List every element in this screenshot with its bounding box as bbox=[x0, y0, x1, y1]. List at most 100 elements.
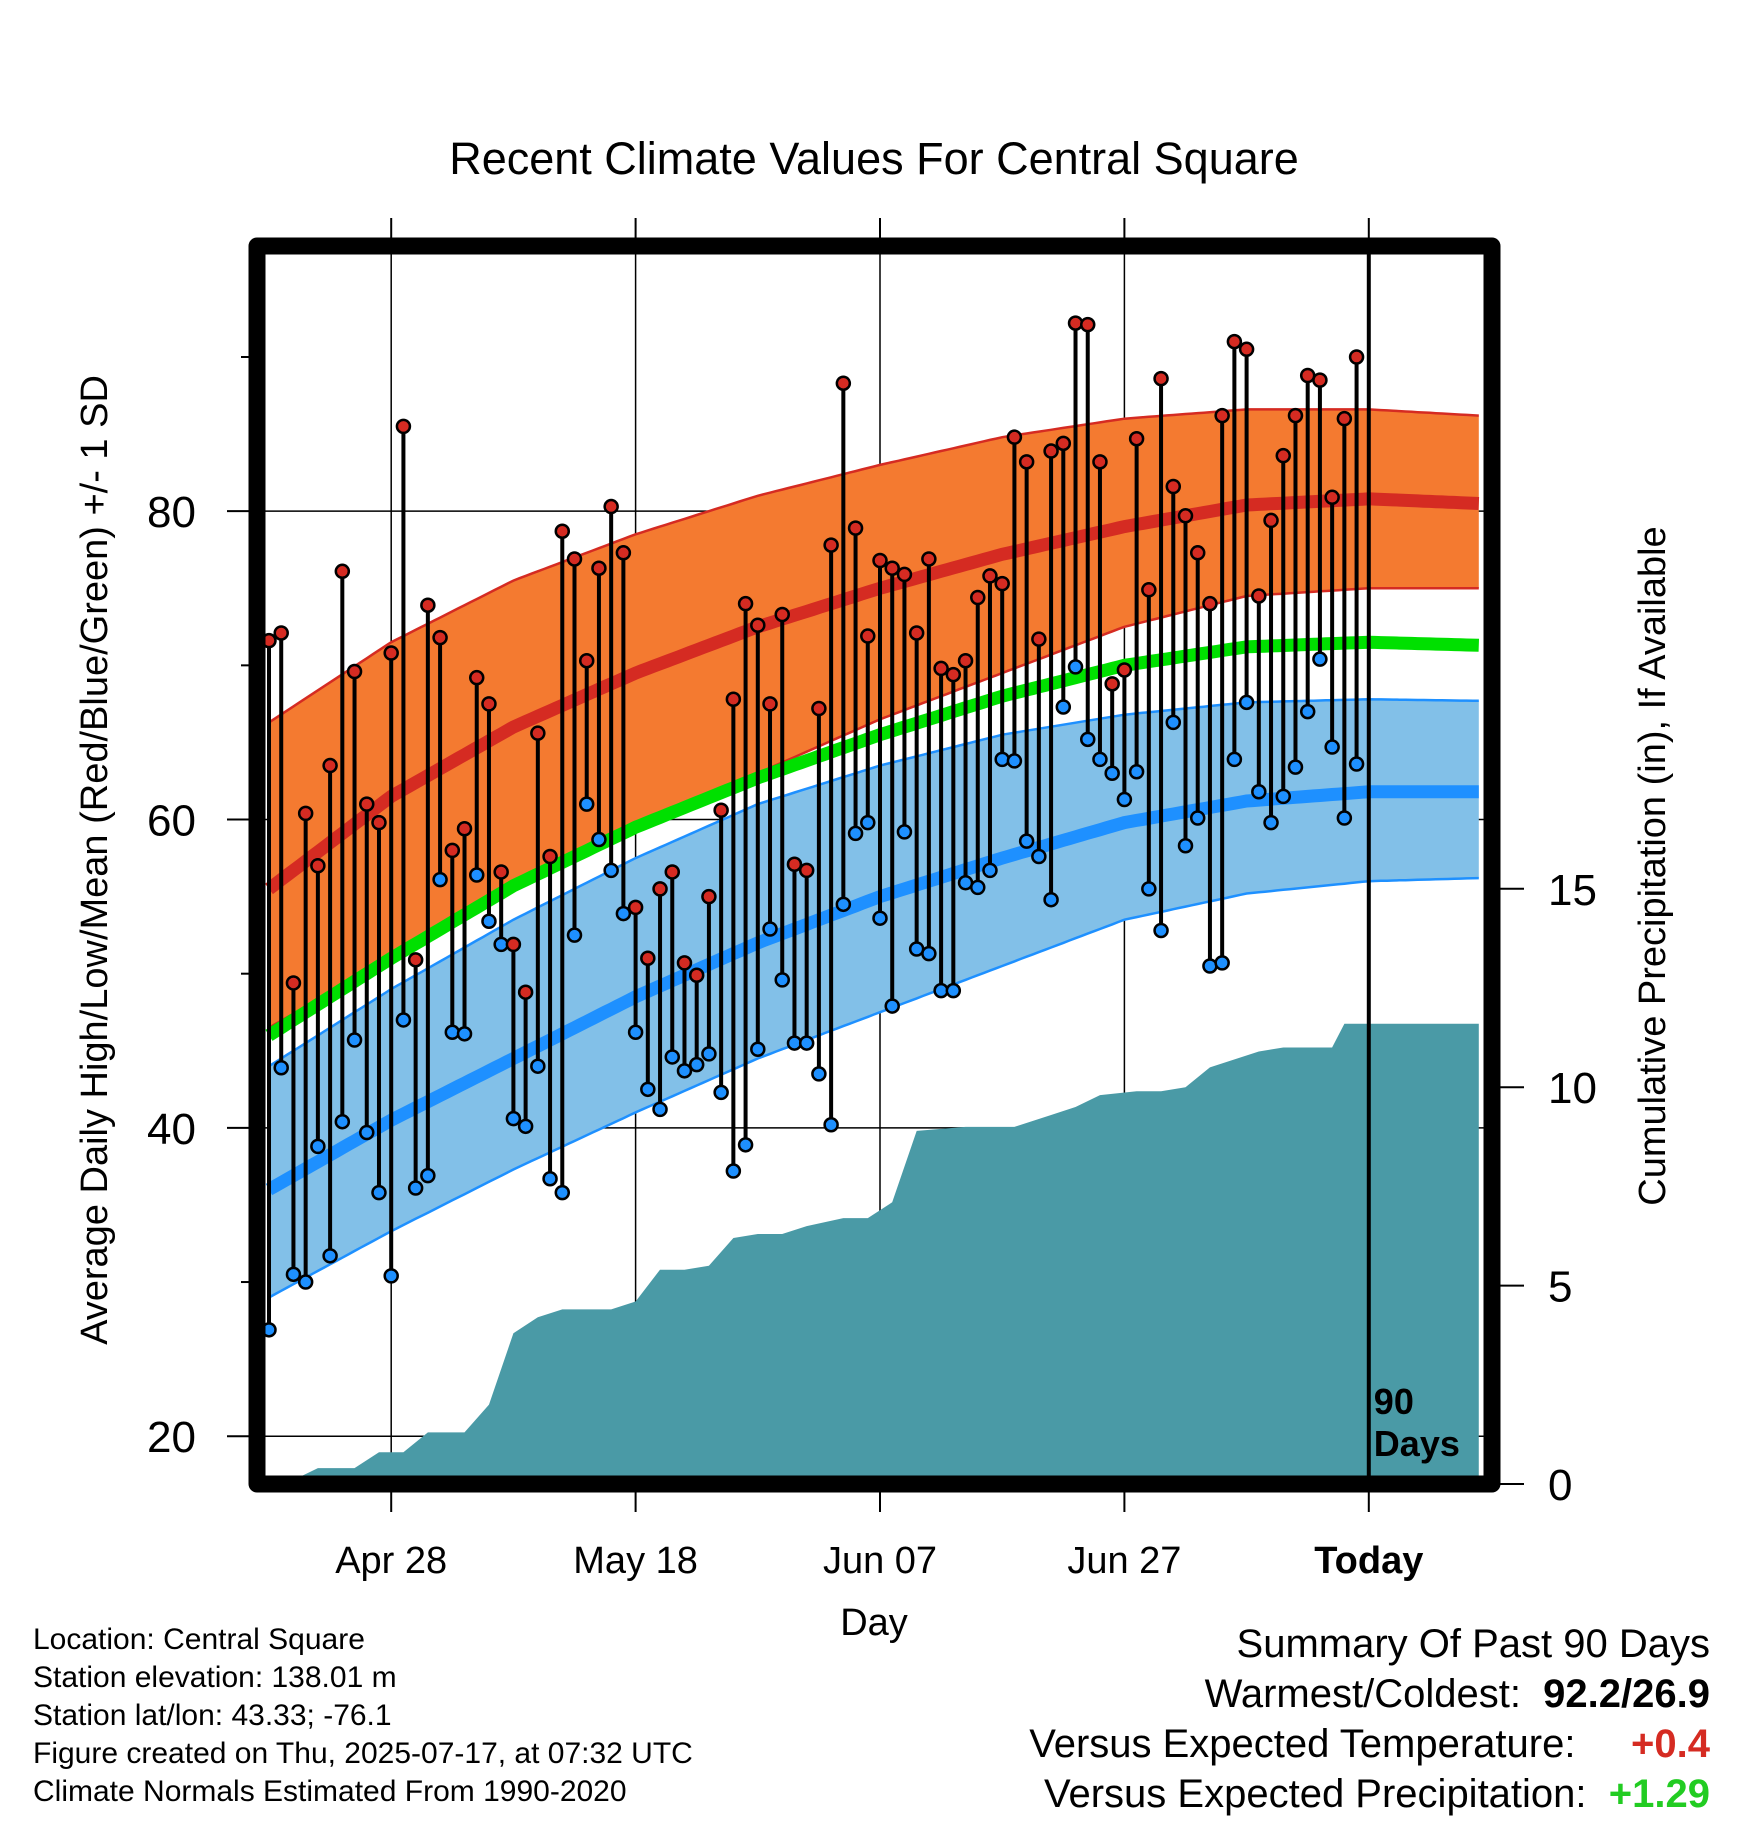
daily-low-point bbox=[1312, 651, 1328, 667]
daily-high-point bbox=[578, 652, 595, 669]
daily-observations bbox=[261, 315, 1365, 1338]
daily-high-point bbox=[1202, 595, 1218, 612]
daily-high-point bbox=[1189, 545, 1206, 561]
today-marker-label: Days bbox=[1374, 1423, 1460, 1464]
daily-high-point bbox=[566, 551, 583, 567]
warmest-coldest-value: 92.2/26.9 bbox=[1543, 1672, 1710, 1716]
daily-high-point bbox=[1275, 447, 1292, 464]
created-line: Figure created on Thu, 2025-07-17, at 07… bbox=[33, 1737, 693, 1770]
y-tick-label: 20 bbox=[147, 1413, 196, 1462]
daily-low-point bbox=[994, 751, 1010, 768]
daily-high-point bbox=[493, 864, 509, 880]
daily-low-point bbox=[1104, 765, 1120, 782]
daily-high-point bbox=[1128, 430, 1145, 447]
daily-high-point bbox=[1092, 454, 1108, 470]
y-axis-label: Average Daily High/Low/Mean (Red/Blue/Gr… bbox=[74, 375, 116, 1345]
daily-low-point bbox=[310, 1138, 326, 1155]
daily-low-point bbox=[860, 814, 876, 831]
daily-low-point bbox=[627, 1024, 644, 1041]
daily-low-point bbox=[1116, 791, 1133, 808]
y-tick-label: 80 bbox=[147, 488, 196, 537]
daily-high-point bbox=[1287, 407, 1304, 424]
y2-axis-label: Cumulative Precipitation (in), If Availa… bbox=[1632, 526, 1674, 1205]
daily-high-point bbox=[371, 814, 387, 831]
latlon-line: Station lat/lon: 43.33; -76.1 bbox=[33, 1699, 392, 1732]
daily-high-point bbox=[933, 660, 949, 677]
daily-high-point bbox=[407, 952, 424, 968]
daily-high-point bbox=[750, 617, 766, 634]
daily-high-point bbox=[395, 418, 412, 435]
daily-high-point bbox=[383, 645, 399, 661]
daily-high-point bbox=[420, 597, 436, 613]
daily-low-point bbox=[823, 1117, 839, 1133]
daily-low-point bbox=[1299, 703, 1316, 720]
daily-low-point bbox=[1189, 810, 1206, 826]
today-marker-label: 90 bbox=[1374, 1381, 1414, 1422]
normal-low-lower-edge bbox=[268, 876, 1479, 1299]
daily-low-point bbox=[872, 910, 888, 926]
daily-low-point bbox=[1202, 958, 1218, 974]
daily-low-point bbox=[456, 1026, 473, 1042]
summary-warmest-coldest: Warmest/Coldest: 92.2/26.9 bbox=[1205, 1672, 1710, 1717]
daily-low-point bbox=[713, 1084, 729, 1101]
location-line: Location: Central Square bbox=[33, 1623, 365, 1656]
daily-high-point bbox=[322, 757, 338, 774]
daily-low-point bbox=[945, 982, 962, 999]
daily-low-point bbox=[1226, 751, 1243, 768]
daily-low-point bbox=[603, 862, 619, 879]
x-tick-label: Jun 07 bbox=[823, 1540, 937, 1582]
daily-low-point bbox=[701, 1046, 717, 1062]
daily-low-point bbox=[676, 1063, 693, 1079]
daily-high-point bbox=[456, 821, 473, 837]
daily-low-point bbox=[1055, 699, 1072, 715]
daily-high-point bbox=[505, 936, 522, 953]
daily-low-point bbox=[273, 1059, 289, 1076]
daily-low-point bbox=[1092, 751, 1108, 768]
daily-high-point bbox=[1226, 333, 1243, 350]
daily-low-point bbox=[1141, 881, 1157, 897]
precip-value: +1.29 bbox=[1608, 1772, 1710, 1816]
daily-low-point bbox=[774, 972, 790, 988]
daily-high-point bbox=[1251, 588, 1267, 604]
daily-high-point bbox=[835, 375, 852, 391]
summary-heading: Summary Of Past 90 Days bbox=[1236, 1622, 1710, 1666]
daily-high-point bbox=[945, 666, 962, 683]
daily-low-point bbox=[1128, 763, 1145, 780]
daily-high-point bbox=[1263, 512, 1279, 529]
daily-low-point bbox=[1214, 955, 1230, 971]
daily-high-point bbox=[1079, 316, 1096, 333]
daily-high-point bbox=[1153, 370, 1169, 387]
daily-low-point bbox=[1177, 837, 1194, 854]
daily-low-point bbox=[798, 1035, 815, 1051]
daily-high-point bbox=[432, 629, 448, 646]
daily-low-point bbox=[334, 1113, 351, 1130]
daily-low-point bbox=[505, 1110, 522, 1127]
daily-high-point bbox=[1018, 454, 1035, 470]
daily-high-point bbox=[1165, 478, 1182, 495]
daily-low-point bbox=[542, 1170, 558, 1187]
daily-low-point bbox=[1031, 848, 1047, 865]
daily-high-point bbox=[346, 663, 363, 680]
daily-low-point bbox=[835, 896, 852, 913]
daily-high-point bbox=[444, 842, 461, 859]
daily-high-point bbox=[921, 551, 937, 567]
daily-high-point bbox=[615, 545, 632, 561]
summary-temperature: Versus Expected Temperature: +0.4 bbox=[1029, 1722, 1710, 1767]
daily-high-point bbox=[1006, 429, 1023, 445]
daily-high-point bbox=[603, 498, 619, 515]
daily-high-point bbox=[1336, 410, 1353, 427]
daily-low-point bbox=[921, 945, 937, 962]
daily-low-point bbox=[1251, 784, 1267, 800]
daily-high-point bbox=[1055, 435, 1072, 452]
precip-area bbox=[269, 1023, 1479, 1484]
daily-low-point bbox=[1006, 753, 1023, 769]
daily-high-point bbox=[273, 625, 289, 641]
daily-low-point bbox=[1018, 833, 1035, 849]
daily-low-point bbox=[970, 879, 986, 896]
daily-low-point bbox=[1324, 739, 1340, 755]
warmest-coldest-label: Warmest/Coldest: bbox=[1204, 1672, 1521, 1716]
daily-low-point bbox=[1263, 814, 1279, 831]
daily-low-point bbox=[1336, 810, 1353, 826]
x-tick-label: May 18 bbox=[573, 1540, 698, 1582]
